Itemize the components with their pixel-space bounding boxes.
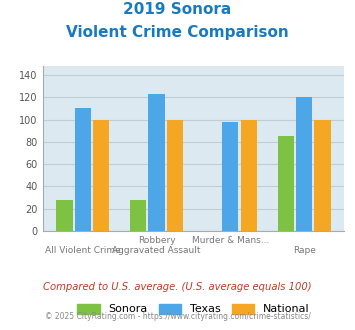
Text: Aggravated Assault: Aggravated Assault xyxy=(112,246,201,255)
Bar xyxy=(222,122,239,231)
Bar xyxy=(148,94,165,231)
Text: Compared to U.S. average. (U.S. average equals 100): Compared to U.S. average. (U.S. average … xyxy=(43,282,312,292)
Bar xyxy=(296,97,312,231)
Bar xyxy=(56,200,72,231)
Bar xyxy=(278,136,294,231)
Text: Robbery: Robbery xyxy=(138,236,175,245)
Legend: Sonora, Texas, National: Sonora, Texas, National xyxy=(73,299,314,319)
Text: © 2025 CityRating.com - https://www.cityrating.com/crime-statistics/: © 2025 CityRating.com - https://www.city… xyxy=(45,312,310,321)
Text: 2019 Sonora: 2019 Sonora xyxy=(124,2,231,16)
Text: All Violent Crime: All Violent Crime xyxy=(45,246,121,255)
Bar xyxy=(241,119,257,231)
Text: Violent Crime Comparison: Violent Crime Comparison xyxy=(66,25,289,40)
Bar xyxy=(167,119,183,231)
Text: Rape: Rape xyxy=(293,246,316,255)
Bar xyxy=(75,108,91,231)
Bar xyxy=(315,119,331,231)
Text: Murder & Mans...: Murder & Mans... xyxy=(192,236,269,245)
Bar xyxy=(130,200,146,231)
Bar xyxy=(93,119,109,231)
